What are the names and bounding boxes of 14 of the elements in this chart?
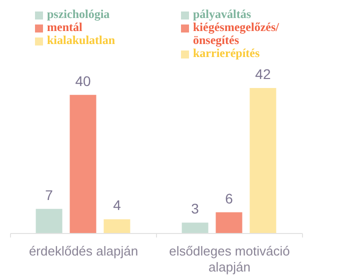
- data-label: 40: [75, 72, 91, 89]
- x-tick-label: elsődleges motiváció alapján: [169, 244, 290, 274]
- legend-label: karrierépítés: [193, 46, 260, 60]
- data-label: 3: [191, 200, 200, 217]
- legend-label: mentál: [47, 20, 83, 34]
- x-tick-label: érdeklődés alapján: [28, 244, 138, 258]
- data-label: 42: [255, 66, 271, 82]
- legend-label: pályaváltás: [193, 7, 252, 21]
- legend-label: kialakulatlan: [47, 33, 116, 47]
- data-label: 4: [113, 197, 122, 214]
- legend-label: pszichológia: [47, 7, 110, 21]
- data-label: 6: [225, 190, 234, 206]
- data-label: 7: [45, 186, 54, 203]
- legend-label: kiégésmegelőzés/önsegítés: [193, 20, 280, 47]
